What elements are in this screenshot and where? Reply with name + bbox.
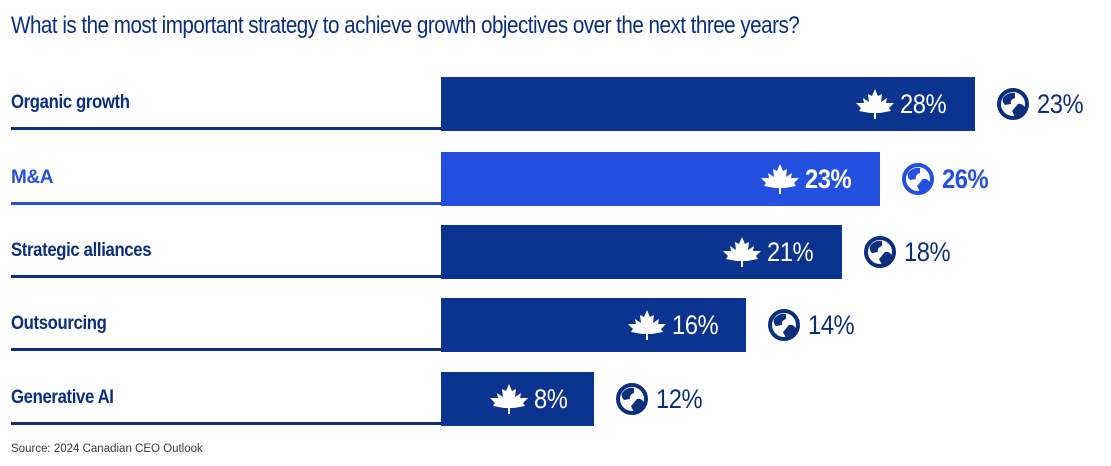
- global-value: 12%: [615, 372, 709, 426]
- canada-value-text: 28%: [900, 88, 947, 119]
- bar-row: Strategic alliances 21% 18%: [0, 225, 1111, 279]
- global-value-text: 14%: [808, 309, 855, 340]
- global-value: 26%: [901, 152, 995, 206]
- bar-canada: 8%: [441, 372, 594, 426]
- chart-title: What is the most important strategy to a…: [11, 12, 800, 39]
- globe-icon: [615, 383, 648, 415]
- maple-leaf-icon: [761, 164, 800, 194]
- global-value: 18%: [863, 225, 957, 279]
- category-label: M&A: [11, 167, 54, 188]
- bar-canada: 23%: [441, 152, 880, 206]
- globe-icon: [901, 163, 934, 195]
- category-label: Generative AI: [11, 387, 114, 408]
- canada-value: 23%: [761, 152, 858, 206]
- bar-canada: 16%: [441, 298, 747, 352]
- canada-value-text: 16%: [671, 309, 719, 340]
- bar-row: Generative AI 8% 12%: [0, 372, 1111, 426]
- bar-row: Outsourcing 16% 14%: [0, 298, 1111, 352]
- globe-icon: [997, 88, 1029, 120]
- bar-canada: 28%: [441, 77, 975, 131]
- maple-leaf-icon: [627, 310, 666, 340]
- global-value-text: 23%: [1037, 88, 1084, 119]
- category-underline: [11, 127, 441, 130]
- maple-leaf-icon: [722, 237, 761, 267]
- category-label: Outsourcing: [11, 313, 107, 334]
- global-value-text: 18%: [903, 236, 951, 267]
- global-value: 14%: [768, 298, 861, 352]
- maple-leaf-icon: [856, 89, 895, 119]
- canada-value-text: 23%: [805, 163, 852, 194]
- canada-value-text: 21%: [766, 236, 814, 267]
- global-value-text: 12%: [655, 383, 703, 414]
- global-value-text: 26%: [941, 163, 989, 194]
- maple-leaf-icon: [489, 384, 528, 414]
- category-underline: [11, 275, 441, 278]
- category-underline: [11, 202, 441, 205]
- category-underline: [11, 348, 441, 351]
- globe-icon: [863, 236, 896, 268]
- bar-row: M&A 23% 26%: [0, 152, 1111, 206]
- bar-canada: 21%: [441, 225, 842, 279]
- category-label: Strategic alliances: [11, 240, 152, 261]
- canada-value: 21%: [722, 225, 820, 279]
- globe-icon: [768, 309, 801, 341]
- bar-row: Organic growth 28% 23%: [0, 77, 1111, 131]
- global-value: 23%: [997, 77, 1090, 131]
- source-note: Source: 2024 Canadian CEO Outlook: [11, 443, 203, 455]
- category-label: Organic growth: [11, 92, 130, 113]
- canada-value: 16%: [627, 298, 725, 352]
- canada-value: 8%: [489, 372, 572, 426]
- canada-value: 28%: [856, 77, 953, 131]
- canada-value-text: 8%: [533, 383, 568, 414]
- category-underline: [11, 422, 441, 425]
